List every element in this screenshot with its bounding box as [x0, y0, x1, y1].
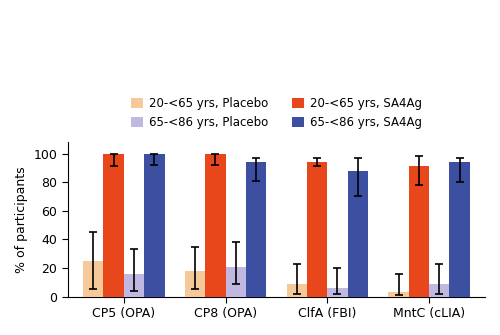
- Bar: [205, 154, 226, 296]
- Bar: [307, 162, 328, 296]
- Bar: [450, 162, 469, 296]
- Bar: [104, 154, 124, 296]
- Bar: [246, 162, 266, 296]
- Bar: [286, 284, 307, 296]
- Bar: [226, 267, 246, 296]
- Bar: [144, 154, 165, 296]
- Bar: [408, 166, 429, 296]
- Bar: [328, 288, 347, 296]
- Bar: [83, 261, 103, 296]
- Bar: [348, 171, 368, 296]
- Bar: [124, 274, 144, 296]
- Y-axis label: % of participants: % of participants: [15, 166, 28, 273]
- Bar: [388, 292, 408, 296]
- Legend: 20-<65 yrs, Placebo, 65-<86 yrs, Placebo, 20-<65 yrs, SA4Ag, 65-<86 yrs, SA4Ag: 20-<65 yrs, Placebo, 65-<86 yrs, Placebo…: [126, 92, 426, 134]
- Bar: [185, 271, 205, 296]
- Bar: [429, 284, 450, 296]
